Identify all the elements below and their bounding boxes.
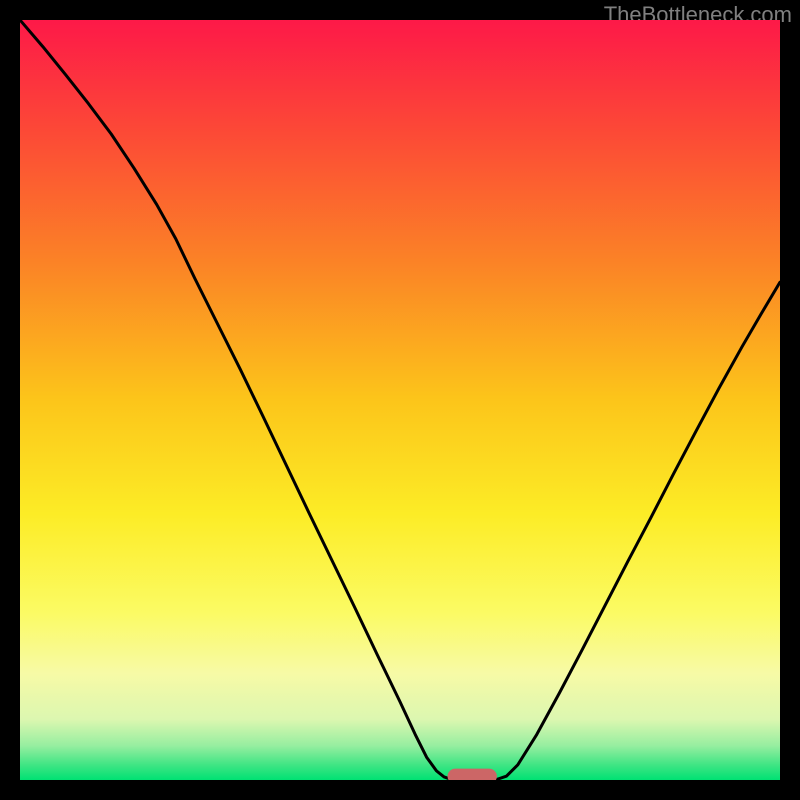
plot-area — [20, 20, 780, 780]
chart-svg — [20, 20, 780, 780]
min-marker — [448, 769, 497, 780]
gradient-rect — [20, 20, 780, 780]
